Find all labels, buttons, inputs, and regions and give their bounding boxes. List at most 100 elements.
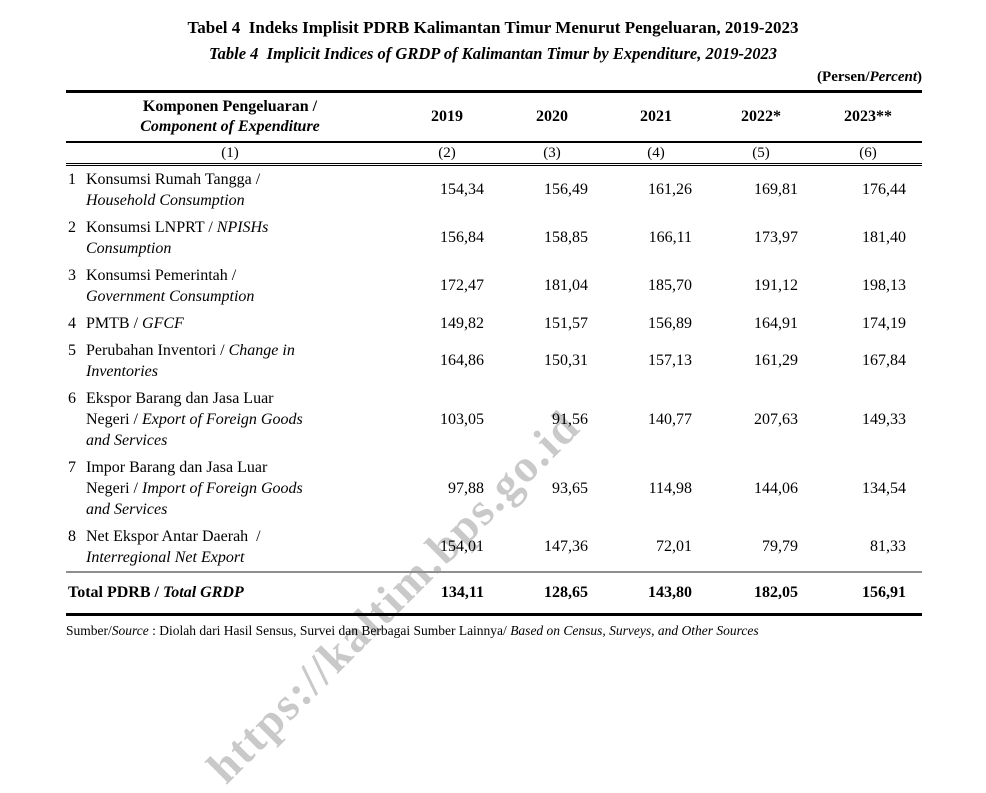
cell-value-2023: 198,13 xyxy=(862,277,906,294)
cell-value-2022: 169,81 xyxy=(754,181,798,198)
row-label: 7 Impor Barang dan Jasa Luar Negeri / Impo… xyxy=(66,454,394,523)
total-value-2023: 156,91 xyxy=(814,572,922,616)
table-row: 6 Ekspor Barang dan Jasa Luar Negeri / Exp… xyxy=(66,385,922,454)
row-number: 1 xyxy=(68,171,76,188)
cell-value-2023: 149,33 xyxy=(862,410,906,428)
row-label: 3 Konsumsi Pemerintah / Government Consump… xyxy=(66,262,394,310)
table-row: 1 Konsumsi Rumah Tangga / Household Consum… xyxy=(66,165,922,215)
cell-value-2021: 156,89 xyxy=(648,314,692,332)
total-value-2019: 134,11 xyxy=(394,572,500,616)
row-number: 6 xyxy=(68,390,76,407)
total-value-2021: 143,80 xyxy=(604,572,708,616)
cell-value-2019: 149,82 xyxy=(440,314,484,332)
cell-value-2020: 91,56 xyxy=(552,410,588,428)
row-number: 4 xyxy=(68,315,76,332)
grdp-implicit-index-table: Komponen Pengeluaran / Component of Expe… xyxy=(66,90,922,616)
table-row: 8 Net Ekspor Antar Daerah / Interregional … xyxy=(66,523,922,573)
cell-value-2022: 191,12 xyxy=(754,277,798,294)
row-label: 5 Perubahan Inventori / Change in Inventor… xyxy=(66,337,394,385)
cell-value-2020: 158,85 xyxy=(544,229,588,246)
table-row: 2 Konsumsi LNPRT / NPISHs Consumption 156,8… xyxy=(66,214,922,262)
row-label-text: PMTB / GFCF xyxy=(86,315,184,332)
column-header-2019: 2019 xyxy=(394,90,500,143)
cell-value-2019: 156,84 xyxy=(440,229,484,246)
cell-value-2020: 93,65 xyxy=(552,479,588,497)
row-label: 8 Net Ekspor Antar Daerah / Interregional … xyxy=(66,523,394,573)
cell-value-2020: 151,57 xyxy=(544,314,588,332)
column-number-row: (1) (2) (3) (4) (5) (6) xyxy=(66,142,922,166)
total-label: Total PDRB / Total GRDP xyxy=(66,572,394,616)
row-label-text: Net Ekspor Antar Daerah / Interregional N… xyxy=(86,528,261,566)
row-label: 2 Konsumsi LNPRT / NPISHs Consumption xyxy=(66,214,394,262)
row-number: 7 xyxy=(68,459,76,476)
cell-value-2021: 114,98 xyxy=(648,479,692,497)
cell-value-2019: 97,88 xyxy=(448,479,484,497)
total-value-2020: 128,65 xyxy=(500,572,604,616)
row-number: 3 xyxy=(68,267,76,284)
table-row: 5 Perubahan Inventori / Change in Inventor… xyxy=(66,337,922,385)
cell-value-2022: 164,91 xyxy=(754,314,798,332)
column-number: (6) xyxy=(814,142,922,166)
cell-value-2019: 103,05 xyxy=(440,410,484,428)
cell-value-2023: 134,54 xyxy=(862,479,906,497)
cell-value-2020: 150,31 xyxy=(544,352,588,369)
cell-value-2023: 181,40 xyxy=(862,229,906,246)
cell-value-2019: 154,01 xyxy=(394,523,500,573)
cell-value-2021: 157,13 xyxy=(648,352,692,369)
cell-value-2023: 176,44 xyxy=(862,181,906,198)
row-label-text: Impor Barang dan Jasa Luar Negeri / Impor… xyxy=(86,459,303,518)
column-number: (2) xyxy=(394,142,500,166)
row-label-text: Perubahan Inventori / Change in Inventori… xyxy=(86,342,295,380)
cell-value-2021: 166,11 xyxy=(648,229,692,246)
total-row: Total PDRB / Total GRDP 134,11 128,65 14… xyxy=(66,572,922,616)
row-label-text: Konsumsi Rumah Tangga / Household Consump… xyxy=(86,171,261,209)
cell-value-2022: 144,06 xyxy=(754,479,798,497)
page-title-indonesian: Tabel 4 Indeks Implisit PDRB Kalimantan … xyxy=(187,18,799,37)
component-header-english: Component of Expenditure xyxy=(140,118,320,135)
cell-value-2022: 207,63 xyxy=(754,410,798,428)
cell-value-2021: 140,77 xyxy=(648,410,692,428)
column-number: (5) xyxy=(708,142,814,166)
table-row: 3 Konsumsi Pemerintah / Government Consump… xyxy=(66,262,922,310)
row-number: 8 xyxy=(68,528,76,545)
cell-value-2020: 156,49 xyxy=(544,181,588,198)
header-row: Komponen Pengeluaran / Component of Expe… xyxy=(66,90,922,143)
column-header-2022: 2022* xyxy=(708,90,814,143)
cell-value-2022: 173,97 xyxy=(754,229,798,246)
column-header-2021: 2021 xyxy=(604,90,708,143)
cell-value-2019: 172,47 xyxy=(440,277,484,294)
row-label: 1 Konsumsi Rumah Tangga / Household Consum… xyxy=(66,165,394,215)
page-title-english: Table 4 Implicit Indices of GRDP of Kali… xyxy=(209,44,777,63)
cell-value-2023: 174,19 xyxy=(862,314,906,332)
column-header-2020: 2020 xyxy=(500,90,604,143)
cell-value-2020: 181,04 xyxy=(544,277,588,294)
component-header-indonesian: Komponen Pengeluaran / xyxy=(142,98,318,115)
column-number: (4) xyxy=(604,142,708,166)
cell-value-2019: 154,34 xyxy=(440,181,484,198)
cell-value-2019: 164,86 xyxy=(440,352,484,369)
column-header-2023: 2023** xyxy=(814,90,922,143)
row-label: 6 Ekspor Barang dan Jasa Luar Negeri / Exp… xyxy=(66,385,394,454)
document: Tabel 4 Indeks Implisit PDRB Kalimantan … xyxy=(0,15,986,640)
cell-value-2021: 185,70 xyxy=(648,277,692,294)
cell-value-2023: 167,84 xyxy=(862,352,906,369)
row-label: 4 PMTB / GFCF xyxy=(66,310,394,337)
table-row: 4 PMTB / GFCF 149,82 151,57 156,89 164,91 174,… xyxy=(66,310,922,337)
total-value-2022: 182,05 xyxy=(708,572,814,616)
cell-value-2021: 161,26 xyxy=(648,181,692,198)
cell-value-2023: 81,33 xyxy=(814,523,922,573)
cell-value-2022: 79,79 xyxy=(708,523,814,573)
source-note: Sumber/Source : Diolah dari Hasil Sensus… xyxy=(66,623,759,638)
row-label-text: Konsumsi LNPRT / NPISHs Consumption xyxy=(86,219,269,257)
table-row: 7 Impor Barang dan Jasa Luar Negeri / Impo… xyxy=(66,454,922,523)
column-number: (3) xyxy=(500,142,604,166)
column-header-component: Komponen Pengeluaran / Component of Expe… xyxy=(66,90,394,143)
column-number: (1) xyxy=(66,142,394,166)
table-body: 1 Konsumsi Rumah Tangga / Household Consum… xyxy=(66,165,922,573)
cell-value-2022: 161,29 xyxy=(754,352,798,369)
row-number: 5 xyxy=(68,342,76,359)
cell-value-2020: 147,36 xyxy=(500,523,604,573)
unit-label: (Persen/Percent) xyxy=(817,69,922,85)
cell-value-2021: 72,01 xyxy=(604,523,708,573)
row-number: 2 xyxy=(68,219,76,236)
